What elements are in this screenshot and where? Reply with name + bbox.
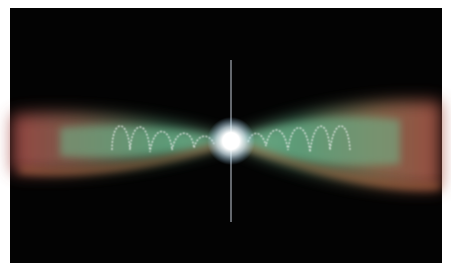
page: Bipolar nebula {} html, body { margin: 0… bbox=[0, 0, 451, 270]
star-core bbox=[207, 117, 255, 165]
nebula-image bbox=[0, 0, 451, 270]
page-body bbox=[0, 0, 451, 270]
